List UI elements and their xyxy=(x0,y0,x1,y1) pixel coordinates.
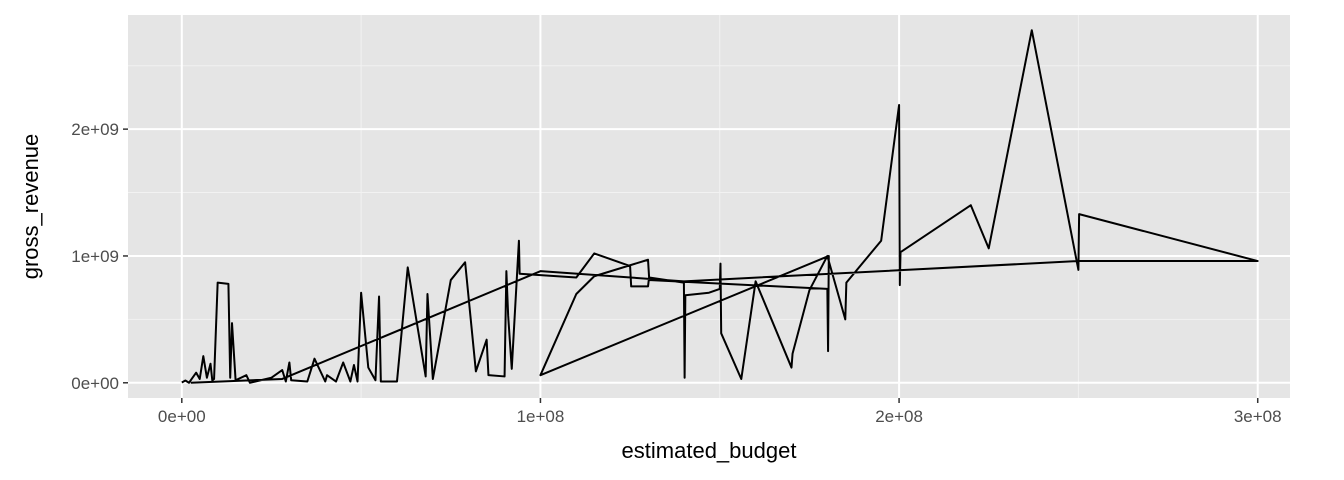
x-tick-label: 0e+00 xyxy=(158,407,206,426)
y-axis: 0e+00 1e+09 2e+09 xyxy=(71,120,128,393)
minor-gridlines-x xyxy=(360,15,1079,398)
x-tick-label: 2e+08 xyxy=(875,407,923,426)
y-tick-label: 2e+09 xyxy=(71,120,119,139)
y-tick-label: 1e+09 xyxy=(71,247,119,266)
y-axis-title: gross_revenue xyxy=(18,134,43,280)
x-axis: 0e+00 1e+08 2e+08 3e+08 xyxy=(158,398,1282,426)
x-axis-title: estimated_budget xyxy=(622,438,797,463)
minor-gridlines-y xyxy=(128,65,1290,320)
plot-panel xyxy=(128,15,1290,398)
series-line-1 xyxy=(181,29,1259,384)
x-tick-label: 1e+08 xyxy=(517,407,565,426)
series-layer xyxy=(181,29,1259,384)
y-tick-label: 0e+00 xyxy=(71,374,119,393)
x-tick-label: 3e+08 xyxy=(1234,407,1282,426)
major-gridlines-y xyxy=(128,128,1290,384)
